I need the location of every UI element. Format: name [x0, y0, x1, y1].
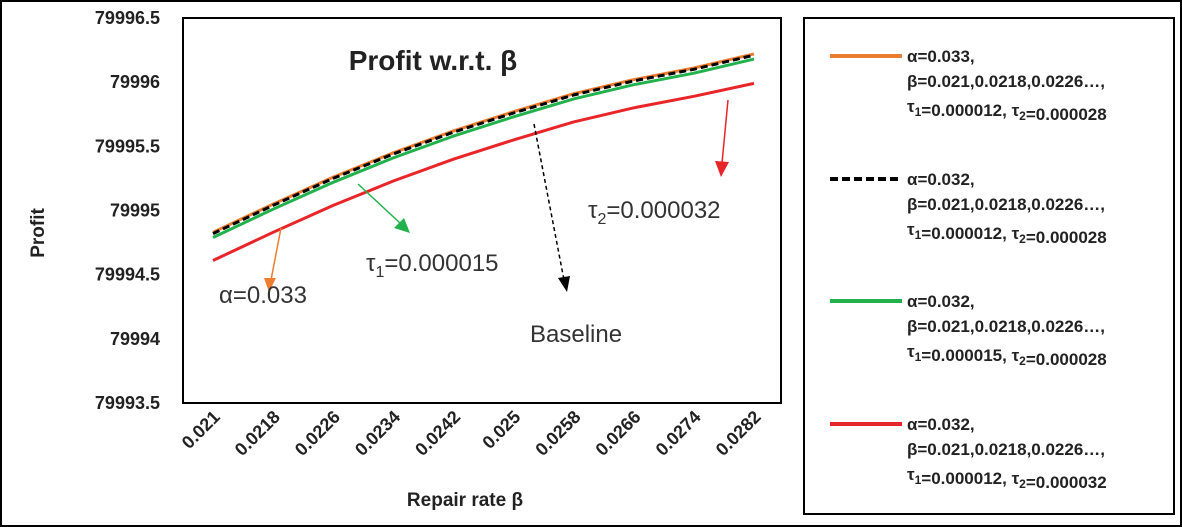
- legend-label-2: α=0.032,: [907, 170, 975, 189]
- legend-label-4: τ1=0.000012, τ2=0.000032: [907, 465, 1107, 492]
- arrow-tau1-line: [357, 183, 401, 224]
- legend-entries: α=0.033, β=0.021,0.0218,0.0226…, τ1=0.0000…: [830, 47, 1107, 492]
- arrow-baseline-line: [533, 123, 565, 281]
- arrow-tau1-head: [394, 218, 410, 233]
- annotation-tau1: τ1=0.000015: [366, 250, 499, 281]
- chart-title: Profit w.r.t. β: [349, 45, 518, 76]
- y-tick-label: 79996.5: [95, 8, 160, 28]
- legend-label-4: α=0.032,: [907, 415, 975, 434]
- y-tick-label: 79993.5: [95, 393, 160, 413]
- x-axis-title: Repair rate β: [407, 490, 523, 511]
- legend-label-2: β=0.021,0.0218,0.0226…,: [907, 195, 1105, 214]
- annotation-arrows: [264, 99, 729, 292]
- legend-label-4: β=0.021,0.0218,0.0226…,: [907, 440, 1105, 459]
- legend-label-3: α=0.032,: [907, 292, 975, 311]
- arrow-alpha-head: [264, 278, 276, 292]
- annotation-baseline: Baseline: [530, 321, 622, 348]
- y-tick-label: 79996: [110, 72, 160, 92]
- legend-label-3: β=0.021,0.0218,0.0226…,: [907, 317, 1105, 336]
- plot-area: [182, 17, 782, 404]
- legend-label-2: τ1=0.000012, τ2=0.000028: [907, 220, 1107, 247]
- arrow-alpha-line: [270, 227, 282, 281]
- legend: [803, 17, 1175, 515]
- legend-label-1: τ1=0.000012, τ2=0.000028: [907, 97, 1107, 124]
- arrow-tau2-head: [715, 161, 729, 177]
- y-axis-ticks: 79996.5 79996 79995.5 79995 79994.5 79994 7999…: [95, 8, 160, 413]
- legend-label-1: β=0.021,0.0218,0.0226…,: [907, 72, 1105, 91]
- annotation-tau2: τ2=0.000032: [588, 197, 721, 228]
- y-tick-label: 79994: [110, 329, 160, 349]
- legend-label-1: α=0.033,: [907, 47, 975, 66]
- legend-label-3: τ1=0.000015, τ2=0.000028: [907, 342, 1107, 369]
- y-tick-label: 79994.5: [95, 265, 160, 285]
- annotation-alpha: α=0.033: [219, 282, 307, 309]
- series-line-2: [212, 53, 755, 235]
- series-line-4: [212, 81, 755, 262]
- series-line-3: [212, 57, 755, 239]
- y-tick-label: 79995: [110, 201, 160, 221]
- arrow-tau2-line: [721, 99, 729, 164]
- y-tick-label: 79995.5: [95, 136, 160, 156]
- y-axis-title: Profit: [28, 208, 49, 258]
- arrow-baseline-head: [558, 276, 570, 292]
- series-layer: [212, 52, 755, 262]
